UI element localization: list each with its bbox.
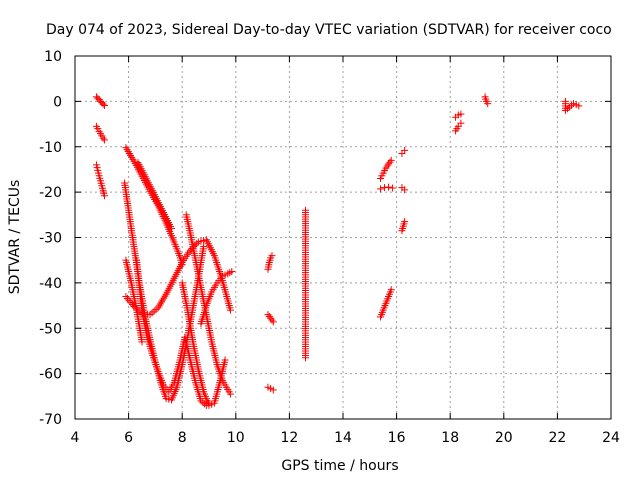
x-tick-label: 6 (124, 430, 133, 446)
data-point (228, 268, 236, 276)
data-point (401, 146, 409, 154)
y-tick-label: -70 (39, 412, 62, 428)
data-point (387, 156, 395, 164)
data-point (457, 119, 465, 127)
data-point (199, 398, 207, 406)
data-point (264, 311, 272, 319)
y-tick-label: -50 (39, 321, 62, 337)
data-point (193, 240, 201, 248)
x-tick-label: 24 (602, 430, 620, 446)
y-tick-label: 0 (53, 94, 62, 110)
data-point (186, 246, 194, 254)
x-tick-label: 10 (227, 430, 245, 446)
data-point (269, 318, 277, 326)
data-point (267, 314, 275, 322)
data-point (401, 218, 409, 226)
y-tick-label: -40 (39, 276, 62, 292)
data-point (197, 397, 205, 405)
data-point (268, 316, 276, 324)
data-point (138, 338, 146, 346)
data-point (167, 224, 175, 232)
data-point (385, 183, 393, 191)
y-tick-label: -20 (39, 185, 62, 201)
data-point (269, 386, 277, 394)
data-point (100, 101, 108, 109)
x-tick-label: 22 (548, 430, 566, 446)
chart-title: Day 074 of 2023, Sidereal Day-to-day VTE… (46, 22, 612, 38)
data-point (226, 306, 234, 314)
y-tick-label: -30 (39, 231, 62, 247)
data-point (457, 110, 465, 118)
y-axis-title: SDTVAR / TECUs (7, 180, 23, 295)
data-point (401, 186, 409, 194)
y-tick-label: -10 (39, 140, 62, 156)
data-point (226, 390, 234, 398)
grid-lines (75, 56, 611, 419)
y-axis-ticks: -70 -60 -50 -40 -30 -20 -10 0 10 (39, 49, 611, 428)
data-point (221, 356, 229, 364)
x-tick-label: 18 (441, 430, 459, 446)
x-tick-label: 20 (495, 430, 513, 446)
data-point (301, 354, 309, 362)
data-point (201, 400, 209, 408)
x-tick-label: 12 (280, 430, 298, 446)
x-tick-label: 14 (334, 430, 352, 446)
x-tick-label: 16 (388, 430, 406, 446)
data-point (575, 102, 583, 110)
x-tick-label: 4 (71, 430, 80, 446)
data-point (484, 100, 492, 108)
data-point (100, 192, 108, 200)
data-point (386, 158, 394, 166)
data-point (205, 399, 213, 407)
data-point (385, 160, 393, 168)
data-point (99, 134, 107, 142)
y-tick-label: -60 (39, 367, 62, 383)
x-axis-title: GPS time / hours (281, 458, 398, 474)
data-point (100, 136, 108, 144)
data-point (387, 286, 395, 294)
data-point (389, 184, 397, 192)
data-point (377, 185, 385, 193)
x-tick-label: 8 (178, 430, 187, 446)
data-point (99, 100, 107, 108)
y-tick-label: 10 (44, 49, 62, 65)
data-point (268, 252, 276, 260)
data-point (200, 243, 208, 251)
data-point (265, 312, 273, 320)
data-marks (92, 93, 583, 409)
x-axis-ticks: 4 6 8 10 12 14 16 18 20 22 24 (71, 56, 620, 446)
